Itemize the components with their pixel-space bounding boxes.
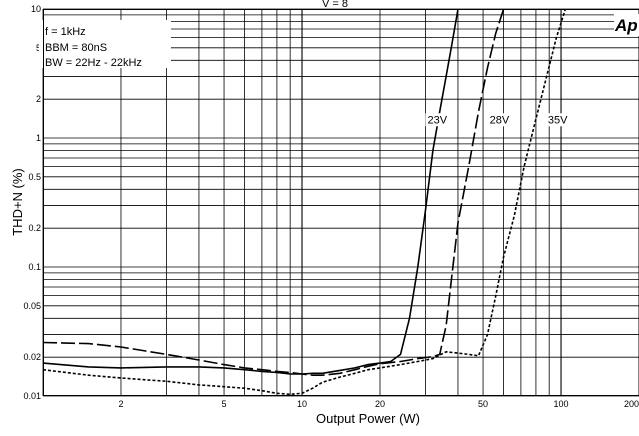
series-label-23v: 23V — [427, 114, 447, 126]
supply-voltage-label: V = 8 — [322, 0, 348, 10]
x-tick-label: 50 — [478, 399, 488, 409]
logo-box — [614, 14, 639, 36]
condition-bandwidth: BW = 22Hz - 22kHz — [45, 57, 142, 69]
y-tick-label: 0.2 — [28, 223, 41, 233]
y-axis-title: THD+N (%) — [10, 168, 25, 236]
y-tick-label: 1 — [36, 133, 41, 143]
x-tick-labels: 2 5 10 20 50 100 200 — [118, 399, 639, 409]
y-tick-label: 0.05 — [23, 301, 41, 311]
x-tick-label: 20 — [375, 399, 385, 409]
x-tick-label: 10 — [297, 399, 307, 409]
series-line-28v — [42, 8, 505, 376]
y-tick-labels: 0.01 0.02 0.05 0.1 0.2 0.5 1 2 5 10 — [23, 4, 41, 401]
y-tick-label: 5 — [36, 43, 41, 53]
top-label-box — [318, 0, 374, 8]
y-tick-label: 2 — [36, 94, 41, 104]
series-lines — [42, 8, 567, 396]
y-tick-label: 0.5 — [28, 172, 41, 182]
audio-precision-logo: Ap — [614, 16, 638, 35]
x-axis-title: Output Power (W) — [316, 411, 420, 426]
series-label-background — [545, 113, 572, 127]
series-line-23v — [42, 8, 459, 375]
x-tick-label: 200 — [624, 399, 639, 409]
y-tick-label: 0.01 — [23, 391, 41, 401]
series-line-35v — [42, 8, 567, 396]
series-label-35v: 35V — [548, 114, 568, 126]
x-tick-label: 2 — [118, 399, 123, 409]
series-label-background — [425, 113, 452, 127]
condition-frequency: f = 1kHz — [45, 26, 86, 38]
y-tick-label: 10 — [31, 4, 41, 14]
series-labels: 23V 28V 35V — [425, 113, 572, 127]
series-label-28v: 28V — [490, 114, 510, 126]
x-tick-label: 100 — [554, 399, 569, 409]
condition-bbm: BBM = 80nS — [45, 42, 107, 54]
series-label-background — [487, 113, 514, 127]
x-tick-label: 5 — [222, 399, 227, 409]
plot-border — [43, 9, 639, 396]
y-tick-label: 0.02 — [23, 352, 41, 362]
conditions-box — [39, 20, 171, 68]
y-tick-label: 0.1 — [28, 262, 41, 272]
